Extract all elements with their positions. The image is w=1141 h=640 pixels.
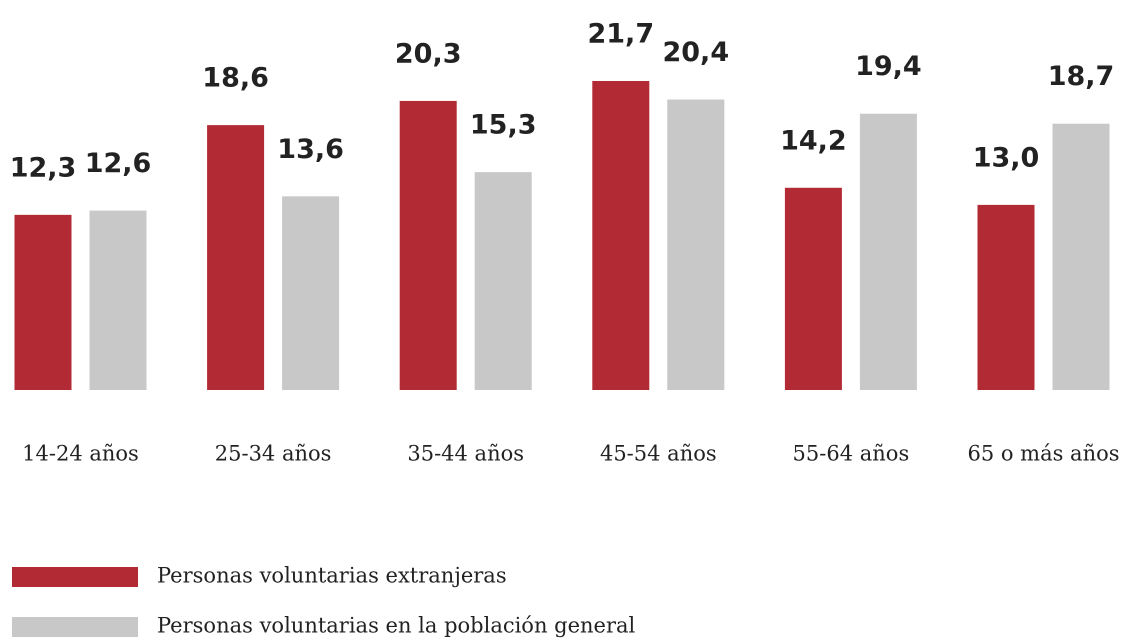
bar	[977, 204, 1035, 390]
bar	[399, 100, 457, 390]
data-label: 20,4	[662, 37, 729, 68]
bar	[859, 113, 917, 390]
bar	[207, 125, 265, 391]
legend-label: Personas voluntarias extranjeras	[157, 564, 507, 588]
data-label: 14,2	[780, 125, 847, 156]
bar	[784, 187, 842, 390]
legend-label: Personas voluntarias en la población gen…	[157, 614, 636, 638]
x-tick-label: 25-34 años	[215, 442, 332, 466]
legend-swatch	[12, 567, 138, 587]
data-label: 12,6	[85, 148, 152, 179]
data-label: 15,3	[470, 110, 537, 141]
bar	[282, 196, 340, 390]
x-tick-label: 35-44 años	[407, 442, 524, 466]
x-tick-label: 45-54 años	[600, 442, 717, 466]
bar	[667, 99, 725, 390]
data-label: 20,3	[395, 38, 462, 69]
bar	[474, 172, 532, 390]
x-tick-label: 65 o más años	[967, 442, 1119, 466]
bar	[14, 214, 72, 390]
x-tick-label: 14-24 años	[22, 442, 139, 466]
data-label: 18,7	[1048, 61, 1115, 92]
data-label: 13,6	[277, 134, 344, 165]
bar	[1052, 123, 1110, 390]
x-tick-label: 55-64 años	[793, 442, 910, 466]
data-label: 12,3	[10, 152, 77, 183]
legend-swatch	[12, 617, 138, 637]
bar	[89, 210, 147, 390]
data-label: 13,0	[973, 142, 1040, 173]
bar	[592, 80, 650, 390]
data-label: 19,4	[855, 51, 922, 82]
data-label: 21,7	[587, 18, 654, 49]
data-label: 18,6	[202, 63, 269, 94]
